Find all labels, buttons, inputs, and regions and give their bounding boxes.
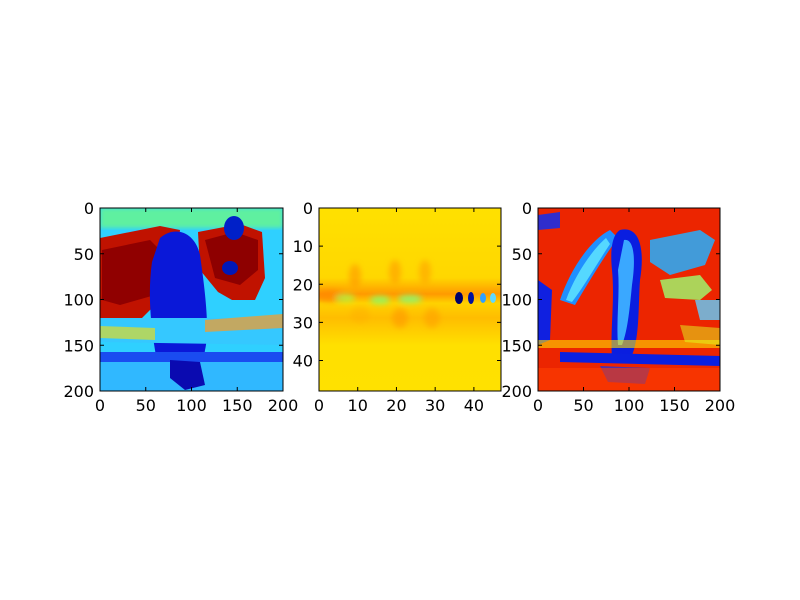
heatmap-1-xtick-label-4: 200 <box>268 396 299 415</box>
heatmap-1-ytick-label-0: 0 <box>84 199 94 218</box>
heatmap-3-xtick-label-3: 150 <box>659 396 690 415</box>
heatmap-3-xtick-label-1: 50 <box>573 396 593 415</box>
heatmap-2-axes: 0 10 20 30 40 0 10 20 30 40 <box>293 199 501 415</box>
heatmap-3-ytick-label-4: 200 <box>501 382 532 401</box>
heatmap-2-ytick-label-3: 30 <box>293 313 313 332</box>
heatmap-3-ytick-label-2: 100 <box>501 291 532 310</box>
heatmap-1-ytick-label-2: 100 <box>63 291 94 310</box>
heatmap-3-xtick-label-2: 100 <box>614 396 645 415</box>
heatmap-1-ytick-label-1: 50 <box>74 245 94 264</box>
heatmap-1-image <box>100 208 283 391</box>
heatmap-2-xtick-label-4: 40 <box>464 396 484 415</box>
heatmap-2-xtick-label-0: 0 <box>314 396 324 415</box>
heatmap-1-ytick-label-3: 150 <box>63 336 94 355</box>
heatmap-2-image <box>319 208 501 391</box>
heatmap-2-ytick-label-4: 40 <box>293 352 313 371</box>
heatmap-2-ytick-label-0: 0 <box>303 199 313 218</box>
heatmap-2-frame <box>318 207 502 392</box>
heatmap-3-image <box>538 208 720 391</box>
heatmap-2-xtick-label-2: 20 <box>386 396 406 415</box>
heatmap-1-ytick-label-4: 200 <box>63 382 94 401</box>
heatmap-1-xtick-label-2: 100 <box>176 396 207 415</box>
heatmap-2-ytick-label-2: 20 <box>293 275 313 294</box>
heatmap-1-xtick-label-3: 150 <box>222 396 253 415</box>
heatmap-3-xtick-label-4: 200 <box>705 396 736 415</box>
heatmap-panel-2: 0 10 20 30 40 0 10 20 30 40 <box>293 199 502 415</box>
heatmap-2-xtick-label-3: 30 <box>425 396 445 415</box>
heatmap-2-xtick-label-1: 10 <box>348 396 368 415</box>
heatmap-1-xtick-label-0: 0 <box>95 396 105 415</box>
heatmap-3-ytick-label-1: 50 <box>512 245 532 264</box>
heatmap-3-xtick-label-0: 0 <box>533 396 543 415</box>
heatmap-1-xtick-label-1: 50 <box>136 396 156 415</box>
heatmap-2-ytick-label-1: 10 <box>293 237 313 256</box>
heatmap-3-ytick-label-3: 150 <box>501 336 532 355</box>
heatmap-3-ytick-label-0: 0 <box>522 199 532 218</box>
